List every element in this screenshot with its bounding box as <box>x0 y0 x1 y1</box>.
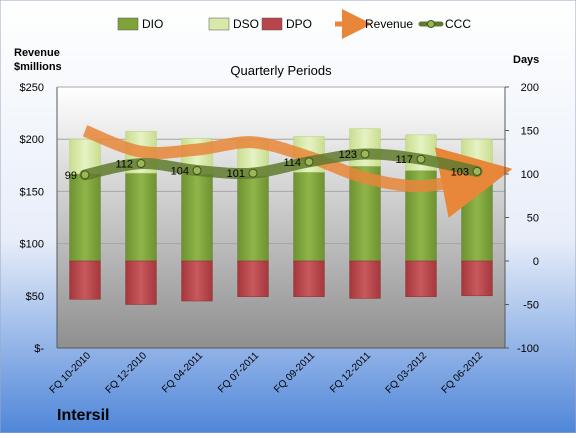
ccc-data-label: 99 <box>65 170 77 182</box>
right-axis-tick-label: 100 <box>521 169 539 181</box>
left-axis-tick-label: $- <box>34 343 44 355</box>
ccc-point <box>136 159 146 169</box>
dpo-bar <box>125 260 157 305</box>
dpo-bar <box>181 260 213 302</box>
legend-swatch-dso <box>208 17 230 31</box>
legend-label: CCC <box>445 17 471 31</box>
lines-layer <box>79 125 513 218</box>
left-axis-tick-label: $200 <box>20 134 44 146</box>
ccc-data-label: 114 <box>283 157 301 169</box>
right-axis-tick-label: 200 <box>521 82 539 94</box>
dio-bar <box>461 173 493 262</box>
chart-title: Quarterly Periods <box>230 63 332 78</box>
ccc-point <box>304 157 314 167</box>
ccc-point <box>472 166 482 176</box>
ccc-point <box>192 166 202 176</box>
dio-bar <box>293 172 325 262</box>
ccc-point <box>360 149 370 159</box>
ccc-data-label: 101 <box>227 168 245 180</box>
dio-bar <box>69 173 101 262</box>
dpo-bar <box>293 260 325 297</box>
dio-bar <box>181 173 213 262</box>
revenue-line <box>82 125 513 218</box>
left-axis-label-line-2: $millions <box>14 61 62 73</box>
company-name: Intersil <box>57 407 109 424</box>
labels-layer: 99 112 104 101 114 123 117 103 <box>65 149 469 182</box>
left-axis-tick-label: $250 <box>20 82 44 94</box>
right-axis-tick-label: -50 <box>523 300 539 312</box>
ccc-data-label: 112 <box>115 159 133 171</box>
legend-label: DPO <box>286 17 312 31</box>
left-axis-tick-label: $50 <box>26 291 44 303</box>
ccc-data-label: 104 <box>171 166 189 178</box>
dpo-bar <box>349 260 381 299</box>
dpo-bar <box>69 260 101 300</box>
ccc-point <box>416 154 426 164</box>
ccc-point <box>80 170 90 180</box>
legend-label: DIO <box>142 17 163 31</box>
ccc-data-label: 117 <box>395 154 413 166</box>
dio-bar <box>125 172 157 262</box>
right-axis-tick-label: -100 <box>517 343 539 355</box>
right-axis-tick-label: 50 <box>527 213 539 225</box>
dpo-bar <box>461 260 493 297</box>
right-axis-tick-label: 150 <box>521 126 539 138</box>
legend-ccc-marker-icon <box>427 20 435 28</box>
ccc-data-label: 103 <box>451 166 469 178</box>
legend-label: DSO <box>233 17 259 31</box>
legend-layer: DIO DSO DPO Revenue CCC <box>117 9 471 39</box>
right-axis-label: Days <box>513 54 539 66</box>
ccc-point <box>248 168 258 178</box>
left-axis-tick-label: $150 <box>20 186 44 198</box>
dpo-bar <box>405 260 437 297</box>
left-axis-tick-label: $100 <box>20 239 44 251</box>
right-axis-tick-label: 0 <box>533 256 539 268</box>
plot-area <box>57 87 505 348</box>
dio-bar <box>237 175 269 262</box>
left-axis-label-line-1: Revenue <box>14 47 60 59</box>
ccc-line <box>79 148 483 181</box>
legend-swatch-dio <box>117 17 139 31</box>
ccc-data-label: 123 <box>339 149 357 161</box>
dpo-bar <box>237 260 269 297</box>
legend-swatch-dpo <box>261 17 283 31</box>
legend-label: Revenue <box>365 17 413 31</box>
